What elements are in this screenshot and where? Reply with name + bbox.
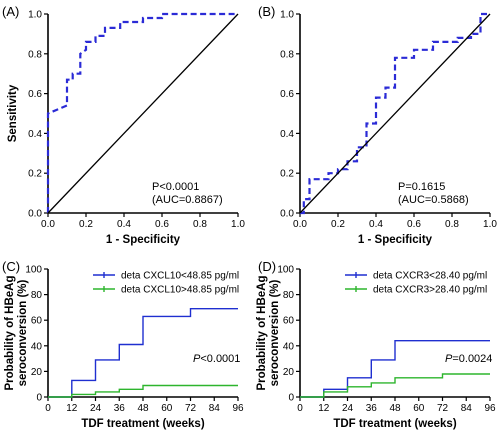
y-tick-label: 1.0 — [280, 10, 294, 21]
km-curve-blue — [48, 308, 238, 398]
p-value-annotation: P<0.0001 — [152, 181, 199, 193]
x-tick-label: 36 — [366, 403, 378, 414]
y-tick-label: 60 — [283, 316, 295, 327]
y-tick-label: 1.0 — [28, 10, 42, 21]
panel-label: (C) — [2, 259, 20, 274]
reference-diagonal-line — [299, 13, 491, 214]
y-tick-label: 0.2 — [280, 169, 294, 180]
x-tick-label: 0.6 — [155, 219, 169, 230]
y-axis-title-line2: seroconversion (%) — [269, 279, 281, 386]
x-tick-label: 96 — [232, 403, 244, 414]
x-tick-label: 0.4 — [369, 219, 383, 230]
x-tick-label: 24 — [342, 403, 354, 414]
km-curve-green — [48, 384, 238, 398]
x-tick-label: 0.8 — [445, 219, 459, 230]
x-tick-label: 84 — [209, 403, 221, 414]
x-tick-label: 0.0 — [41, 219, 55, 230]
x-tick-label: 0.2 — [331, 219, 345, 230]
y-tick-label: 0.4 — [280, 129, 294, 140]
x-tick-label: 24 — [90, 403, 102, 414]
reference-diagonal-line — [47, 13, 239, 214]
y-axis-title-line1: Probability of HBeAg — [4, 275, 16, 390]
panel-label: (B) — [258, 4, 275, 19]
legend-entry-blue: deta CXCL10<48.85 pg/ml — [121, 271, 239, 282]
x-tick-label: 0.2 — [79, 219, 93, 230]
p-value: <0.0001 — [200, 353, 240, 365]
y-tick-label: 80 — [283, 290, 295, 301]
x-axis-title: TDF treatment (weeks) — [81, 418, 205, 430]
legend-entry-green: deta CXCR3>28.40 pg/ml — [373, 285, 487, 296]
roc-curve-line — [300, 12, 490, 215]
y-tick-label: 0.4 — [28, 129, 42, 140]
y-tick-label: 0.0 — [280, 209, 294, 220]
chart-panel-3: (C) 0 12 24 36 48 60 72 84 96 0 20 40 60 80 100 TDF trea… — [2, 259, 244, 430]
y-tick-label: 0 — [288, 393, 294, 404]
x-tick-label: 0.8 — [193, 219, 207, 230]
x-axis-title: 1 - Specificity — [106, 234, 181, 246]
y-tick-label: 80 — [31, 290, 43, 301]
roc-curve-line — [46, 12, 238, 213]
y-tick-label: 0.0 — [28, 209, 42, 220]
y-tick-label: 100 — [25, 265, 42, 276]
y-tick-label: 0.2 — [28, 169, 42, 180]
p-symbol: P — [193, 353, 201, 365]
x-tick-label: 60 — [413, 403, 425, 414]
panel-label: (A) — [2, 4, 19, 19]
p-symbol: P — [445, 353, 453, 365]
x-tick-label: 72 — [185, 403, 197, 414]
x-axis-title: 1 - Specificity — [358, 234, 433, 246]
y-tick-label: 0 — [36, 393, 42, 404]
x-tick-label: 1.0 — [483, 219, 497, 230]
chart-panel-1: (A) 0.0 0.2 0.4 0.6 0.8 1.0 0.0 0.2 0.4 0.6 0.8 1.0 1… — [2, 4, 245, 246]
x-tick-label: 48 — [389, 403, 401, 414]
x-tick-label: 72 — [437, 403, 449, 414]
p-value-annotation: P=0.1615 — [398, 181, 445, 193]
km-curve-green — [300, 373, 490, 398]
y-tick-label: 60 — [31, 316, 43, 327]
y-tick-label: 20 — [283, 367, 295, 378]
panel-label: (D) — [258, 259, 276, 274]
p-value: =0.0024 — [452, 353, 492, 365]
x-tick-label: 96 — [484, 403, 496, 414]
legend-entry-green: deta CXCL10>48.85 pg/ml — [121, 285, 239, 296]
y-axis-title: Sensitivity — [7, 84, 19, 142]
y-tick-label: 0.6 — [28, 89, 42, 100]
x-tick-label: 0.0 — [293, 219, 307, 230]
x-tick-label: 60 — [161, 403, 173, 414]
x-tick-label: 12 — [318, 403, 330, 414]
y-tick-label: 0.8 — [280, 49, 294, 60]
p-value-annotation: P<0.0001 — [193, 353, 240, 365]
auc-annotation: (AUC=0.8867) — [152, 194, 223, 206]
x-tick-label: 0 — [45, 403, 51, 414]
y-tick-label: 100 — [277, 265, 294, 276]
km-curve-blue — [300, 340, 490, 398]
y-axis-title-line2: seroconversion (%) — [17, 279, 29, 386]
y-tick-label: 0.6 — [280, 89, 294, 100]
y-axis-title-line1: Probability of HBeAg — [256, 275, 268, 390]
x-tick-label: 48 — [137, 403, 149, 414]
legend-entry-blue: deta CXCR3<28.40 pg/ml — [373, 271, 487, 282]
x-tick-label: 0.6 — [407, 219, 421, 230]
y-tick-label: 0.8 — [28, 49, 42, 60]
chart-panel-4: (D) 0 12 24 36 48 60 72 84 96 0 20 40 60 80 100 TDF trea… — [256, 259, 496, 430]
x-tick-label: 84 — [461, 403, 473, 414]
x-tick-label: 36 — [114, 403, 126, 414]
x-tick-label: 0 — [297, 403, 303, 414]
x-tick-label: 0.4 — [117, 219, 131, 230]
y-tick-label: 40 — [31, 341, 43, 352]
x-tick-label: 12 — [66, 403, 78, 414]
x-axis-title: TDF treatment (weeks) — [333, 418, 457, 430]
auc-annotation: (AUC=0.5868) — [398, 194, 469, 206]
x-tick-label: 1.0 — [231, 219, 245, 230]
p-value-annotation: P=0.0024 — [445, 353, 492, 365]
y-tick-label: 40 — [283, 341, 295, 352]
chart-panel-2: (B) 0.0 0.2 0.4 0.6 0.8 1.0 0.0 0.2 0.4 0.6 0.8 1.0 1… — [258, 4, 497, 246]
y-tick-label: 20 — [31, 367, 43, 378]
